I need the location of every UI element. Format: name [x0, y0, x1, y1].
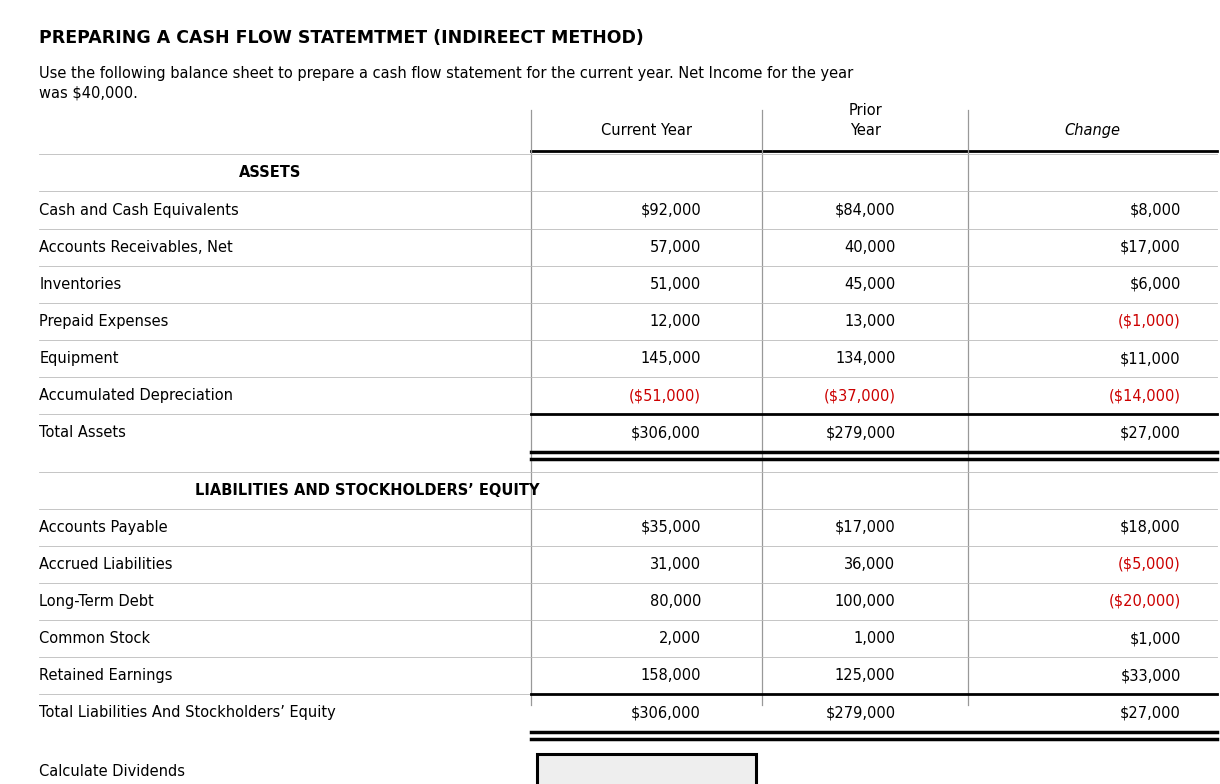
Text: Accrued Liabilities: Accrued Liabilities	[39, 557, 173, 572]
Text: Accounts Receivables, Net: Accounts Receivables, Net	[39, 240, 233, 255]
Text: $33,000: $33,000	[1120, 668, 1181, 684]
Text: $17,000: $17,000	[834, 520, 895, 535]
Text: $27,000: $27,000	[1120, 706, 1181, 720]
Text: Accounts Payable: Accounts Payable	[39, 520, 168, 535]
Text: $279,000: $279,000	[825, 426, 895, 441]
Text: 134,000: 134,000	[834, 351, 895, 366]
Text: $92,000: $92,000	[640, 202, 701, 217]
Text: Use the following balance sheet to prepare a cash flow statement for the current: Use the following balance sheet to prepa…	[39, 66, 854, 81]
Text: $6,000: $6,000	[1130, 277, 1181, 292]
Text: Total Assets: Total Assets	[39, 426, 126, 441]
Text: ($14,000): ($14,000)	[1109, 388, 1181, 403]
Text: $84,000: $84,000	[834, 202, 895, 217]
Text: Long-Term Debt: Long-Term Debt	[39, 594, 154, 609]
Text: Change: Change	[1065, 123, 1121, 138]
Text: 2,000: 2,000	[659, 631, 702, 646]
Text: $11,000: $11,000	[1120, 351, 1181, 366]
Text: 145,000: 145,000	[640, 351, 701, 366]
Text: Year: Year	[849, 123, 881, 138]
Text: Total Liabilities And Stockholders’ Equity: Total Liabilities And Stockholders’ Equi…	[39, 706, 336, 720]
Text: 31,000: 31,000	[650, 557, 701, 572]
Text: LIABILITIES AND STOCKHOLDERS’ EQUITY: LIABILITIES AND STOCKHOLDERS’ EQUITY	[195, 483, 539, 498]
Text: was $40,000.: was $40,000.	[39, 86, 138, 101]
Text: Current Year: Current Year	[601, 123, 692, 138]
Text: $306,000: $306,000	[631, 706, 702, 720]
Text: 125,000: 125,000	[834, 668, 895, 684]
Text: Inventories: Inventories	[39, 277, 122, 292]
Text: 13,000: 13,000	[844, 314, 895, 329]
Text: ($37,000): ($37,000)	[824, 388, 895, 403]
Text: $18,000: $18,000	[1120, 520, 1181, 535]
Text: $27,000: $27,000	[1120, 426, 1181, 441]
Text: $279,000: $279,000	[825, 706, 895, 720]
Text: Prepaid Expenses: Prepaid Expenses	[39, 314, 168, 329]
Text: $8,000: $8,000	[1130, 202, 1181, 217]
Text: 51,000: 51,000	[650, 277, 701, 292]
Text: 80,000: 80,000	[650, 594, 701, 609]
Text: ASSETS: ASSETS	[239, 165, 301, 180]
Text: $17,000: $17,000	[1120, 240, 1181, 255]
Text: Retained Earnings: Retained Earnings	[39, 668, 173, 684]
Text: 36,000: 36,000	[844, 557, 895, 572]
Text: ($20,000): ($20,000)	[1109, 594, 1181, 609]
Text: 12,000: 12,000	[650, 314, 701, 329]
Text: 158,000: 158,000	[640, 668, 701, 684]
Text: Calculate Dividends: Calculate Dividends	[39, 764, 185, 779]
Text: 1,000: 1,000	[854, 631, 895, 646]
Text: ($51,000): ($51,000)	[630, 388, 701, 403]
Text: Common Stock: Common Stock	[39, 631, 150, 646]
Text: 100,000: 100,000	[834, 594, 895, 609]
Text: Prior: Prior	[848, 103, 882, 118]
Text: Accumulated Depreciation: Accumulated Depreciation	[39, 388, 233, 403]
Text: 57,000: 57,000	[650, 240, 701, 255]
Text: $35,000: $35,000	[640, 520, 701, 535]
Text: ($1,000): ($1,000)	[1118, 314, 1181, 329]
Text: Cash and Cash Equivalents: Cash and Cash Equivalents	[39, 202, 239, 217]
Text: PREPARING A CASH FLOW STATEMTMET (INDIREECT METHOD): PREPARING A CASH FLOW STATEMTMET (INDIRE…	[39, 29, 644, 47]
Text: 45,000: 45,000	[844, 277, 895, 292]
Text: ($5,000): ($5,000)	[1118, 557, 1181, 572]
Text: $1,000: $1,000	[1130, 631, 1181, 646]
FancyBboxPatch shape	[537, 753, 755, 784]
Text: Equipment: Equipment	[39, 351, 118, 366]
Text: 40,000: 40,000	[844, 240, 895, 255]
Text: $306,000: $306,000	[631, 426, 702, 441]
